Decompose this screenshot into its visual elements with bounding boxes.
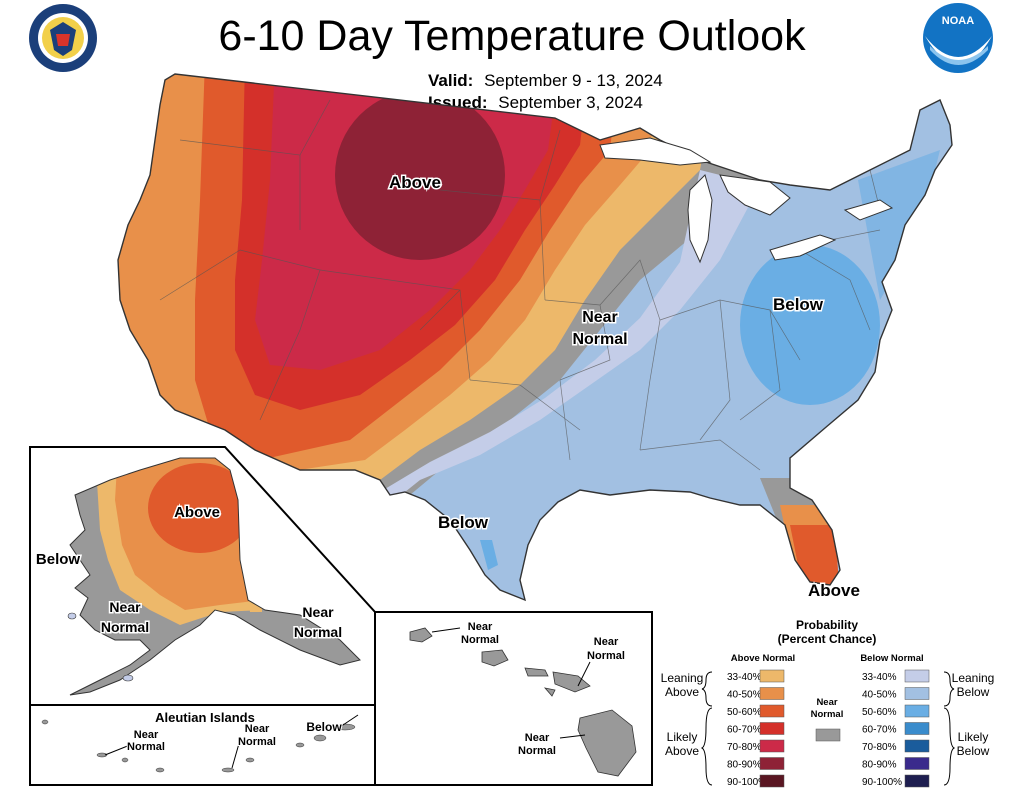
- legend-likely-below-2: Below: [957, 744, 990, 758]
- noaa-logo-icon: NOAA: [923, 3, 993, 73]
- noaa-logo-text: NOAA: [942, 15, 974, 27]
- legend-title-1: Probability: [796, 618, 858, 632]
- alaska-near-sw-label-2: Normal: [101, 619, 149, 635]
- legend-leaning-below-2: Below: [957, 685, 990, 699]
- legend-above-bin-label: 60-70%: [727, 725, 762, 736]
- aleutian-title: Aleutian Islands: [155, 710, 255, 725]
- legend-near-label-2: Normal: [811, 709, 844, 720]
- alaska-below-label: Below: [36, 551, 81, 568]
- legend-likely-above-1: Likely: [667, 730, 698, 744]
- hawaii-near-b-label-1: Near: [594, 636, 619, 648]
- aleutian-islands: [41, 719, 356, 773]
- aleutian-near-a-label-2: Normal: [127, 741, 165, 753]
- hawaii-islands: [409, 627, 637, 777]
- legend-below-bins: 33-40% 40-50% 50-60% 60-70% 70-80% 80-90% 90-1…: [862, 669, 930, 788]
- aleutian-near-a-label-1: Near: [134, 729, 159, 741]
- legend-above-bin-swatch: [759, 739, 785, 753]
- hawaii-near-c-label-1: Near: [525, 732, 550, 744]
- legend-title-2: (Percent Chance): [778, 632, 877, 646]
- legend-above-header: Above Normal: [731, 653, 795, 664]
- aleutian-near-b-label-2: Normal: [238, 736, 276, 748]
- legend-below-bin-label: 40-50%: [862, 690, 897, 701]
- legend-above-bin-label: 70-80%: [727, 742, 762, 753]
- page-title: 6-10 Day Temperature Outlook: [218, 12, 806, 60]
- issued-date: September 3, 2024: [498, 93, 643, 112]
- legend-below-bin-label: 33-40%: [862, 672, 897, 683]
- legend-leaning-above-2: Above: [665, 685, 699, 699]
- legend-near-swatch: [815, 728, 841, 742]
- legend-below-bin-label: 80-90%: [862, 760, 897, 771]
- issued-line: Issued: September 3, 2024: [428, 92, 643, 114]
- legend-below-bin-label: 60-70%: [862, 725, 897, 736]
- legend-likely-above-2: Above: [665, 744, 699, 758]
- hawaii-near-a-label-1: Near: [468, 621, 493, 633]
- legend-above-bins: 33-40% 40-50% 50-60% 60-70% 70-80% 80-90% 90-1…: [727, 669, 785, 788]
- conus-below-texas-label: Below: [438, 513, 489, 532]
- aleutian-near-b-label-1: Near: [245, 723, 270, 735]
- legend-below-bin-label: 50-60%: [862, 707, 897, 718]
- legend-likely-below-1: Likely: [958, 730, 989, 744]
- legend-above-bin-label: 90-100%: [727, 777, 767, 788]
- conus-map: [118, 74, 952, 600]
- legend-below-bin-swatch: [904, 704, 930, 718]
- legend-below-bin-label: 90-100%: [862, 777, 902, 788]
- legend-below-bin-swatch: [904, 669, 930, 683]
- legend-leaning-below-1: Leaning: [952, 671, 995, 685]
- alaska-above-label: Above: [174, 504, 220, 521]
- conus-near-normal-label-2: Normal: [572, 331, 627, 348]
- alaska-near-se-label-2: Normal: [294, 624, 342, 640]
- legend-below-bin-label: 70-80%: [862, 742, 897, 753]
- hawaii-near-c-label-2: Normal: [518, 745, 556, 757]
- legend-braces: [700, 671, 956, 786]
- legend-below-bin-swatch: [904, 722, 930, 735]
- conus-near-normal-label-1: Near: [582, 309, 618, 326]
- valid-label: Valid:: [428, 71, 474, 90]
- legend-above-bin-swatch: [759, 687, 785, 700]
- legend-leaning-above-1: Leaning: [661, 671, 704, 685]
- hawaii-near-a-label-2: Normal: [461, 634, 499, 646]
- aleutian-below-label: Below: [306, 720, 342, 734]
- conus-above-label: Above: [389, 173, 441, 192]
- legend-above-bin-label: 40-50%: [727, 690, 762, 701]
- legend-below-header: Below Normal: [860, 653, 923, 664]
- commerce-seal-icon: [29, 4, 97, 72]
- legend-above-bin-swatch: [759, 669, 785, 683]
- legend-below-bin-swatch: [904, 774, 930, 788]
- valid-line: Valid: September 9 - 13, 2024: [428, 70, 663, 92]
- legend-above-bin-swatch: [759, 722, 785, 735]
- alaska-near-sw-label-1: Near: [109, 599, 141, 615]
- valid-dates: September 9 - 13, 2024: [484, 71, 663, 90]
- legend-below-bin-swatch: [904, 687, 930, 700]
- great-lakes: [599, 137, 894, 264]
- legend-above-bin-label: 80-90%: [727, 760, 762, 771]
- conus-above-florida-label: Above: [808, 581, 860, 600]
- legend-near-label-1: Near: [816, 697, 837, 708]
- legend-above-bin-label: 33-40%: [727, 672, 762, 683]
- legend-above-bin-swatch: [759, 757, 785, 770]
- legend-below-bin-swatch: [904, 757, 930, 770]
- alaska-near-se-label-1: Near: [302, 604, 334, 620]
- conus-below-east-label: Below: [773, 295, 824, 314]
- probability-legend: Probability (Percent Chance) Above Norma…: [661, 618, 995, 788]
- hawaii-near-b-label-2: Normal: [587, 650, 625, 662]
- legend-below-bin-swatch: [904, 739, 930, 753]
- legend-above-bin-label: 50-60%: [727, 707, 762, 718]
- legend-above-bin-swatch: [759, 774, 785, 788]
- legend-above-bin-swatch: [759, 704, 785, 718]
